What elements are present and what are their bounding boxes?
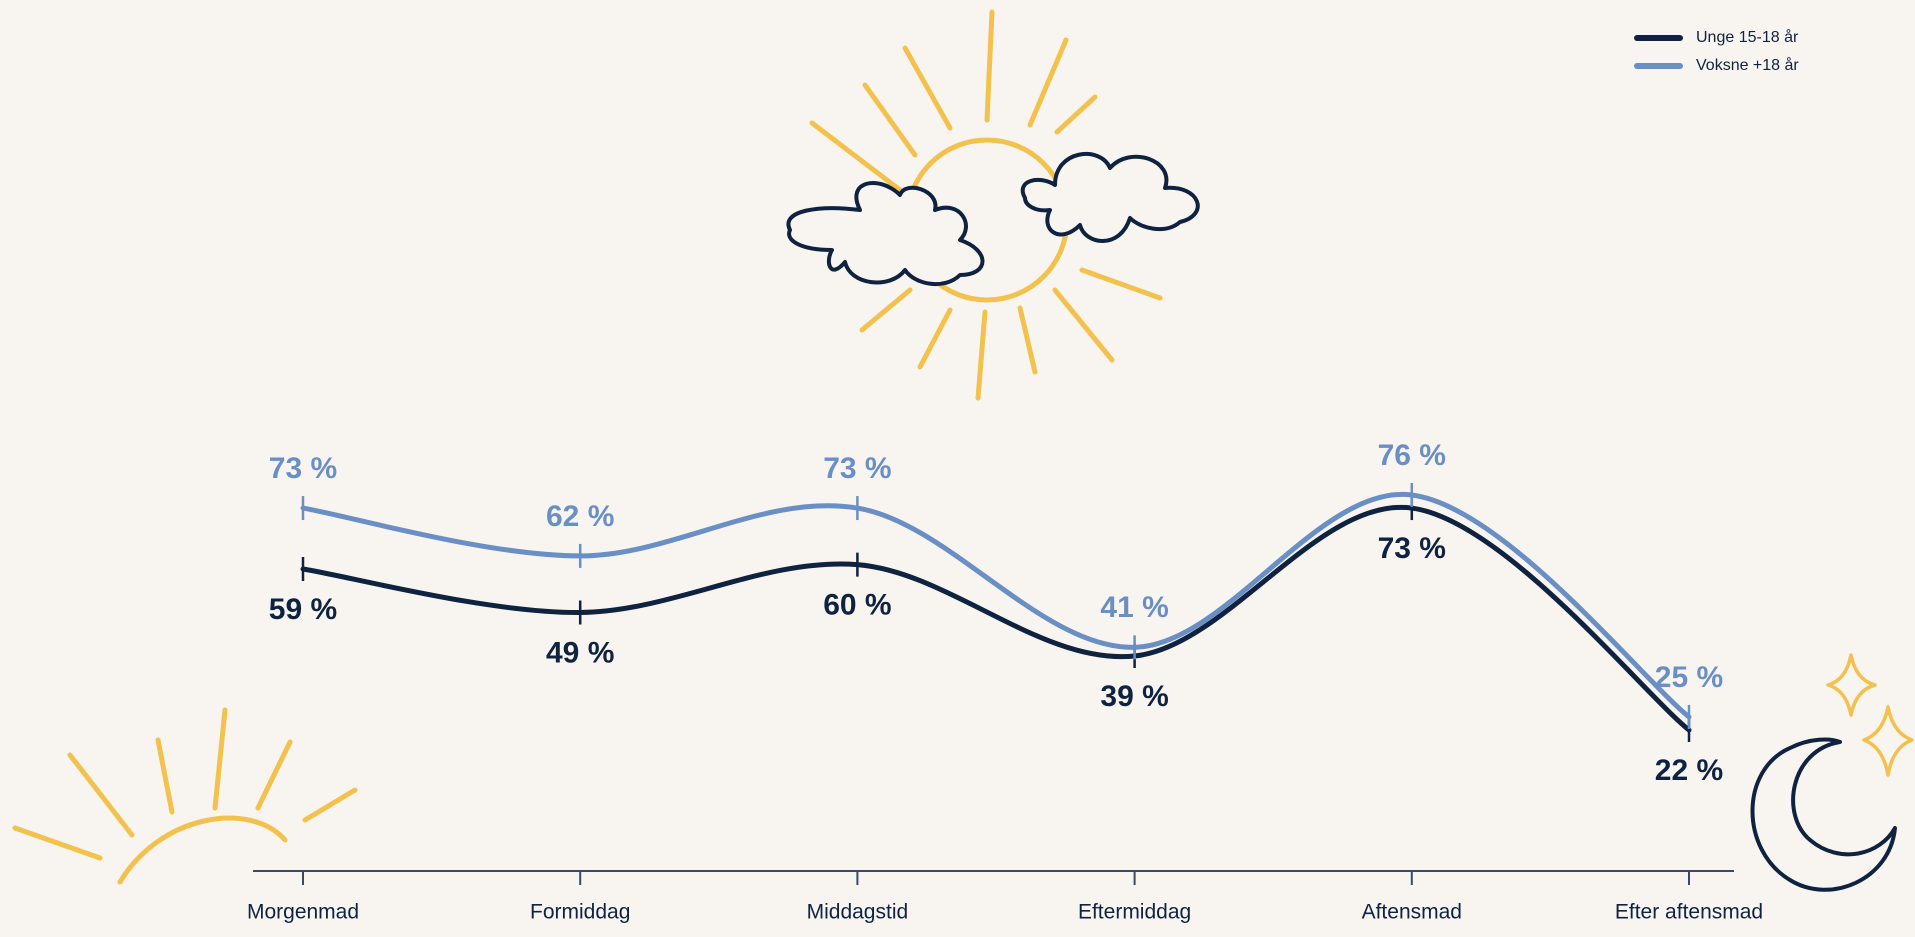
legend-label: Unge 15-18 år	[1696, 28, 1799, 46]
data-label: 76 %	[1378, 439, 1446, 472]
x-tick-label: Middagstid	[807, 901, 909, 924]
moon-and-stars	[1753, 655, 1913, 890]
data-label: 39 %	[1100, 680, 1168, 713]
rising-sun	[15, 710, 355, 882]
data-label: 41 %	[1100, 591, 1168, 624]
data-label: 59 %	[269, 593, 337, 626]
x-tick-label: Morgenmad	[247, 901, 359, 924]
data-label: 22 %	[1655, 754, 1723, 787]
x-tick-label: Efter aftensmad	[1615, 901, 1763, 924]
x-tick-label: Eftermiddag	[1078, 901, 1191, 924]
data-label: 60 %	[823, 589, 891, 622]
legend-label: Voksne +18 år	[1696, 56, 1799, 74]
data-label: 73 %	[1378, 532, 1446, 565]
data-label: 25 %	[1655, 661, 1723, 694]
x-tick-label: Formiddag	[530, 901, 630, 924]
sun-with-clouds	[788, 12, 1197, 398]
chart: Morgenmad Formiddag Middagstid Eftermiddag A…	[0, 0, 1915, 937]
series-line	[303, 507, 1689, 730]
data-label: 73 %	[823, 452, 891, 485]
page: {"chart_data": {"type": "line", "categor…	[0, 0, 1915, 937]
data-label: 62 %	[546, 500, 614, 533]
data-label: 73 %	[269, 452, 337, 485]
x-tick-label: Aftensmad	[1362, 901, 1462, 924]
data-label: 49 %	[546, 636, 614, 669]
